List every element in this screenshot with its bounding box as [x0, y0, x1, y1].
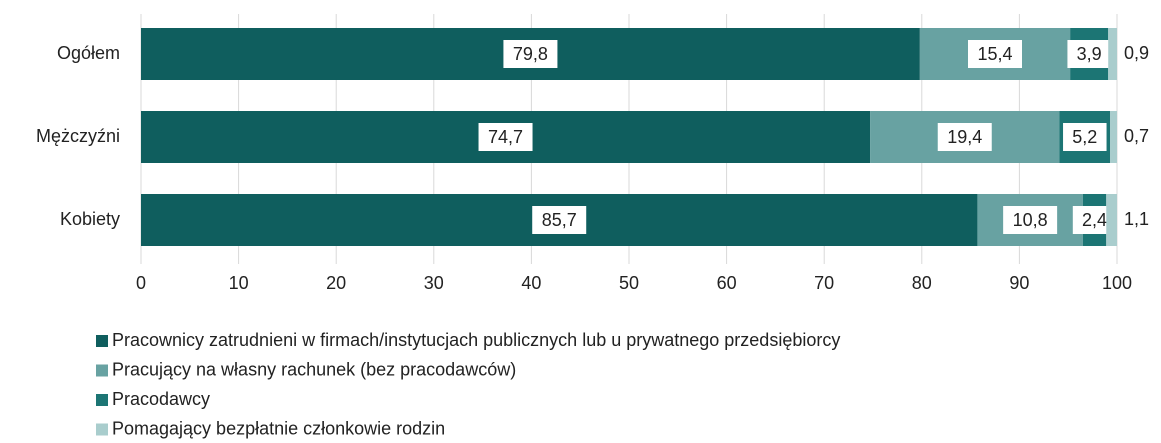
data-label: 10,8 [1013, 210, 1048, 230]
legend-swatch [96, 335, 108, 347]
legend-label: Pracujący na własny rachunek (bez pracod… [112, 359, 516, 379]
legend-swatch [96, 423, 108, 436]
data-label: 1,1 [1124, 209, 1149, 229]
legend-label: Pracownicy zatrudnieni w firmach/instytu… [112, 330, 840, 350]
data-label: 85,7 [542, 210, 577, 230]
data-label-box [1067, 40, 1111, 68]
data-label-box [1063, 123, 1107, 151]
x-tick-label: 30 [424, 273, 444, 293]
data-label: 19,4 [947, 127, 982, 147]
bar-segment [1110, 111, 1117, 163]
legend-swatch [96, 364, 108, 377]
legend-label: Pracodawcy [112, 389, 210, 409]
legend-swatch [96, 394, 108, 406]
data-label: 2,4 [1082, 210, 1107, 230]
category-label: Ogółem [57, 43, 120, 63]
data-label: 0,7 [1124, 126, 1149, 146]
category-label: Kobiety [60, 209, 120, 229]
data-label-box [968, 40, 1022, 68]
x-tick-label: 100 [1102, 273, 1132, 293]
category-label: Mężczyźni [36, 126, 120, 146]
data-label-box [937, 123, 992, 151]
bar-segment [1106, 194, 1117, 246]
x-tick-label: 20 [326, 273, 346, 293]
data-label-box [478, 123, 533, 151]
x-tick-label: 60 [717, 273, 737, 293]
x-tick-label: 40 [521, 273, 541, 293]
data-label: 3,9 [1077, 44, 1102, 64]
data-label-box [503, 40, 558, 68]
data-label: 79,8 [513, 44, 548, 64]
data-label-box [1003, 206, 1058, 234]
bar-segment [1108, 28, 1117, 80]
data-label: 0,9 [1124, 43, 1149, 63]
data-label: 5,2 [1072, 127, 1097, 147]
data-label: 74,7 [488, 127, 523, 147]
x-tick-label: 70 [814, 273, 834, 293]
x-tick-label: 90 [1009, 273, 1029, 293]
data-label: 15,4 [977, 44, 1012, 64]
data-label-box [532, 206, 587, 234]
legend-label: Pomagający bezpłatnie członkowie rodzin [112, 418, 445, 438]
x-tick-label: 80 [912, 273, 932, 293]
x-tick-label: 10 [229, 273, 249, 293]
x-tick-label: 0 [136, 273, 146, 293]
x-tick-label: 50 [619, 273, 639, 293]
